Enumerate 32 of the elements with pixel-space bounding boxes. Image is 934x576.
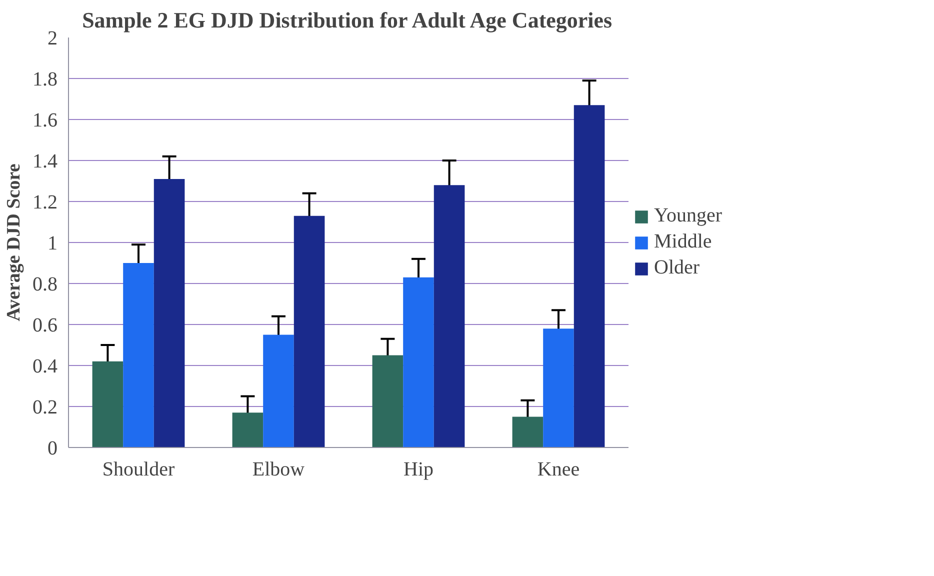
x-tick-label: Elbow: [252, 458, 306, 480]
bar: [123, 263, 154, 448]
bar: [92, 361, 124, 448]
bar: [512, 416, 544, 448]
bar: [154, 178, 185, 448]
y-tick-label: 1.2: [32, 192, 58, 214]
bar: [232, 412, 264, 448]
y-tick-label: 0.2: [32, 396, 58, 418]
y-tick-label: 0.6: [32, 314, 58, 336]
y-tick-label: 2: [48, 28, 58, 50]
y-tick-label: 0.4: [32, 356, 58, 378]
legend-label: Younger: [654, 204, 722, 228]
x-tick-label: Hip: [404, 458, 434, 480]
chart-title: Sample 2 EG DJD Distribution for Adult Age Categories: [82, 8, 613, 32]
bar: [294, 216, 325, 448]
bar: [372, 355, 404, 448]
y-axis-title: Average DJD Score: [4, 164, 24, 322]
y-tick-label: 0: [48, 438, 58, 460]
y-tick-label: 1.4: [32, 150, 58, 172]
bar: [434, 185, 465, 448]
x-tick-label: Shoulder: [102, 458, 175, 480]
x-tick-label: Knee: [537, 458, 580, 480]
bar: [263, 334, 294, 448]
bar: [543, 328, 574, 448]
y-tick-label: 1.6: [32, 110, 58, 132]
y-tick-label: 1.8: [32, 68, 58, 90]
legend-label: Middle: [654, 230, 712, 254]
legend-label: Older: [654, 256, 700, 280]
y-tick-label: 0.8: [32, 274, 58, 296]
bar: [403, 277, 434, 448]
y-tick-label: 1: [48, 232, 58, 254]
bar: [574, 105, 605, 448]
